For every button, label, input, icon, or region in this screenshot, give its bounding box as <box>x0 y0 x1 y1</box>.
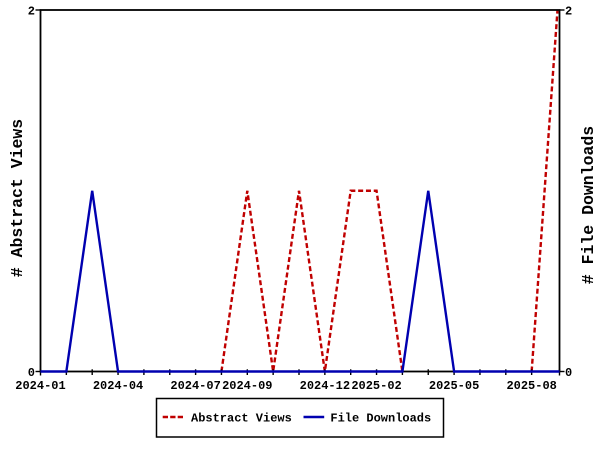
svg-text:2024-07: 2024-07 <box>170 379 220 393</box>
svg-text:2024-01: 2024-01 <box>15 379 65 393</box>
svg-text:Abstract Views: Abstract Views <box>191 411 292 425</box>
svg-text:# File Downloads: # File Downloads <box>579 126 598 284</box>
svg-text:2: 2 <box>28 4 35 18</box>
svg-text:2025-08: 2025-08 <box>506 379 556 393</box>
svg-text:2024-12: 2024-12 <box>300 379 350 393</box>
svg-text:File Downloads: File Downloads <box>330 411 431 425</box>
svg-text:0: 0 <box>565 366 572 380</box>
svg-text:2025-05: 2025-05 <box>429 379 479 393</box>
svg-text:2025-02: 2025-02 <box>351 379 401 393</box>
svg-text:# Abstract Views: # Abstract Views <box>8 119 27 277</box>
svg-text:2024-09: 2024-09 <box>222 379 272 393</box>
svg-text:2: 2 <box>565 4 572 18</box>
svg-text:0: 0 <box>28 366 35 380</box>
svg-text:2024-04: 2024-04 <box>93 379 143 393</box>
